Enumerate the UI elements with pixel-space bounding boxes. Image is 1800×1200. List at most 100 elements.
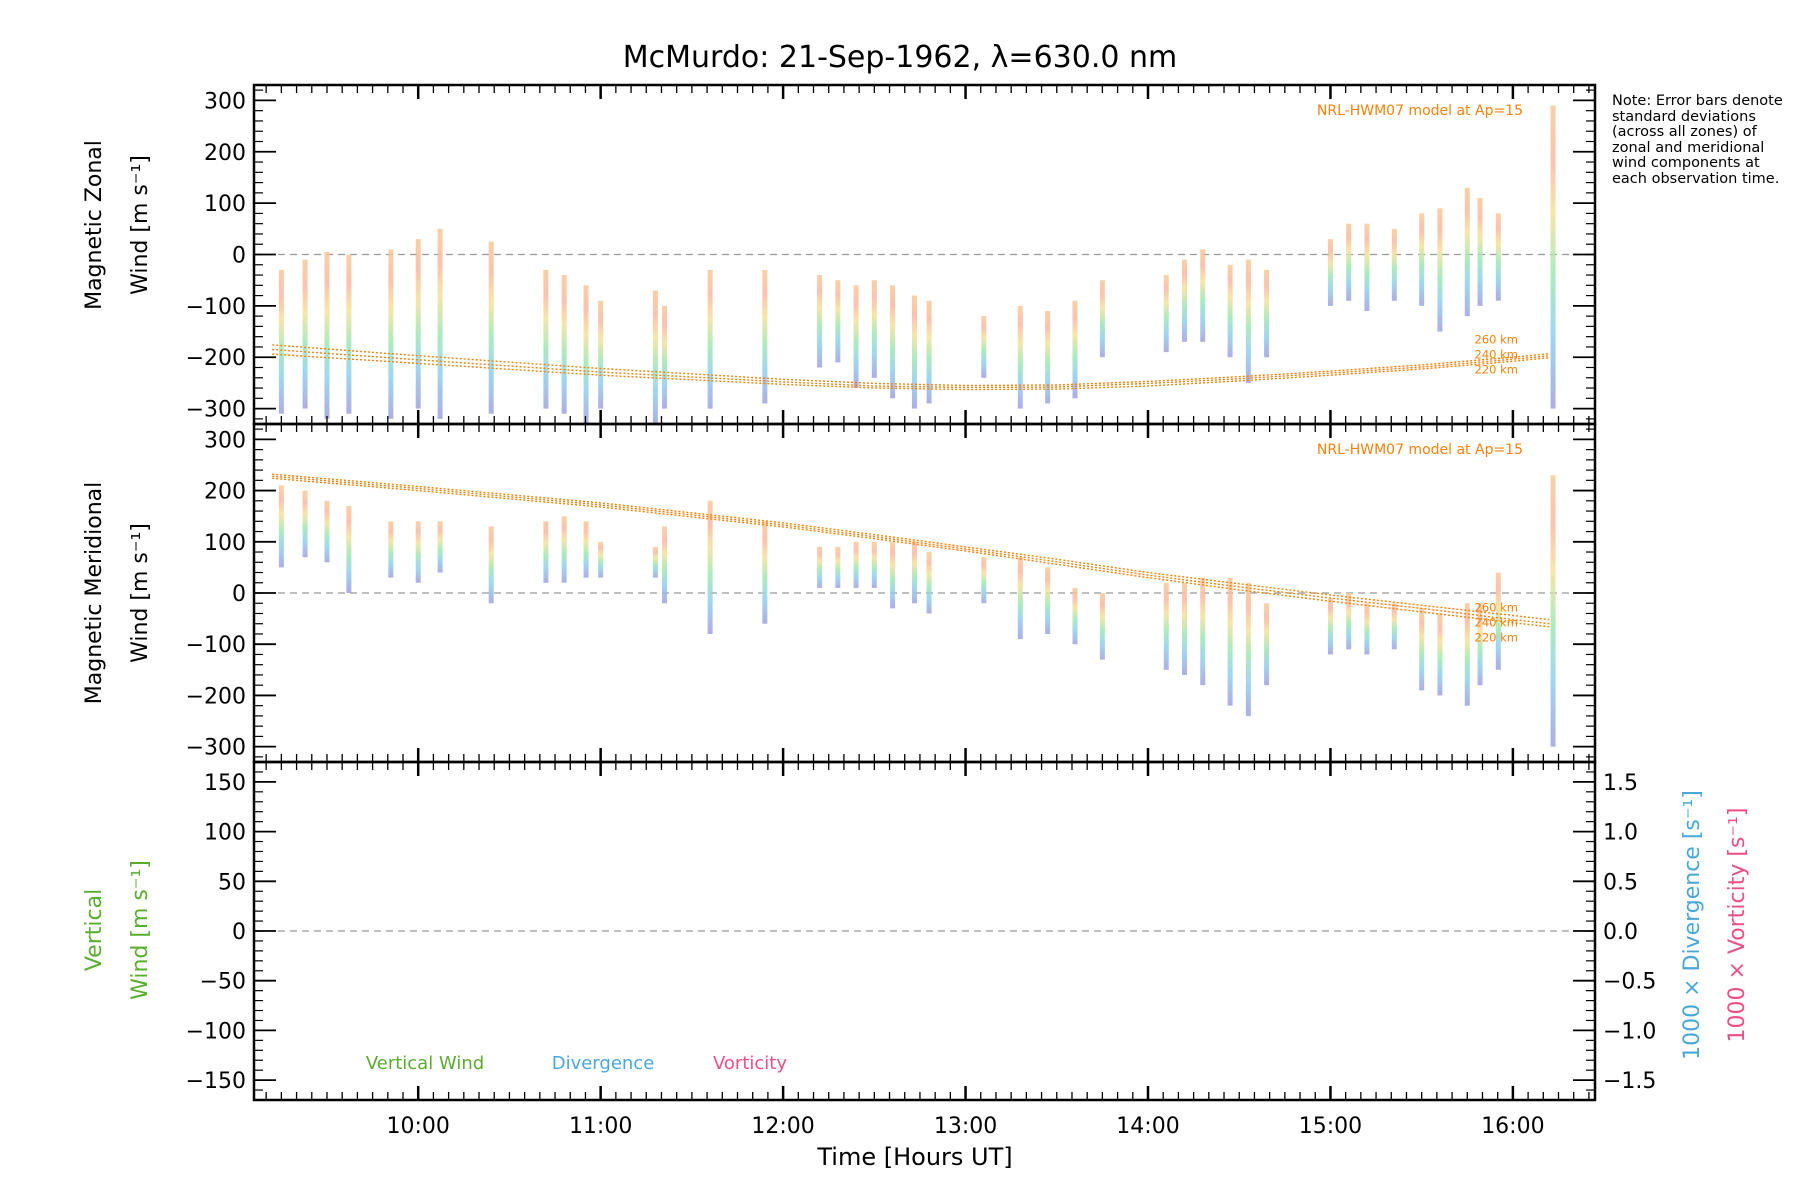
observation-column — [1464, 603, 1470, 706]
observation-column — [835, 546, 841, 588]
observation-column — [437, 521, 443, 573]
observation-column — [561, 275, 567, 414]
observation-column — [817, 275, 823, 368]
observation-column — [1099, 280, 1105, 358]
observation-column — [598, 300, 604, 409]
observation-column — [981, 316, 987, 378]
x-tick-label: 10:00 — [387, 1114, 450, 1139]
x-tick-label: 14:00 — [1116, 1114, 1179, 1139]
observation-column — [662, 526, 668, 604]
x-tick-label: 13:00 — [934, 1114, 997, 1139]
y-tick-label: 100 — [204, 821, 246, 846]
observation-column — [1464, 187, 1470, 317]
observation-column — [762, 521, 768, 624]
y2-tick-label: −1.5 — [1603, 1069, 1656, 1094]
model-curve — [272, 348, 1550, 389]
y2-tick-label: −1.0 — [1603, 1019, 1656, 1044]
vertical-ylabel-line1: Vertical — [82, 889, 107, 971]
model-curve-label: 260 km — [1475, 333, 1518, 347]
y2-tick-label: −0.5 — [1603, 970, 1656, 995]
vorticity-y2label: 1000 × Vorticity [s⁻¹] — [1725, 808, 1750, 1043]
observation-column — [1264, 603, 1270, 686]
observation-column — [652, 290, 658, 424]
y-tick-label: 300 — [204, 428, 246, 453]
y-tick-label: 150 — [204, 771, 246, 796]
observation-column — [583, 285, 589, 424]
observation-column — [388, 249, 394, 419]
observation-column — [762, 269, 768, 404]
y-tick-label: 0 — [232, 244, 246, 269]
model-curve — [272, 344, 1550, 387]
legend-divergence: Divergence — [552, 1053, 655, 1074]
observation-column — [1437, 613, 1443, 696]
y-tick-label: 100 — [204, 531, 246, 556]
observation-column — [1045, 311, 1051, 404]
observation-column — [1017, 557, 1023, 640]
observation-column — [1364, 603, 1370, 655]
meridional-ylabel-line1: Magnetic Meridional — [82, 482, 107, 704]
observation-column — [1391, 228, 1397, 301]
error-bar-note: Note: Error bars denote standard deviati… — [1612, 93, 1783, 187]
observation-column — [1200, 249, 1206, 342]
observation-column — [707, 269, 713, 409]
observation-column — [1419, 608, 1425, 691]
y-tick-label: 200 — [204, 480, 246, 505]
observation-column — [543, 269, 549, 409]
y2-tick-label: 0.5 — [1603, 870, 1638, 895]
observation-column — [488, 526, 494, 604]
observation-column — [1072, 300, 1078, 399]
observation-column — [1245, 259, 1251, 383]
observation-column — [817, 546, 823, 588]
model-curve-label: 240 km — [1475, 348, 1518, 362]
meridional-ylabel-line2: Wind [m s⁻¹] — [128, 523, 153, 663]
x-tick-label: 12:00 — [751, 1114, 814, 1139]
observation-column — [415, 239, 421, 409]
model-curve — [272, 473, 1550, 621]
x-tick-label: 16:00 — [1481, 1114, 1544, 1139]
observation-column — [1346, 593, 1352, 650]
y-tick-label: −300 — [186, 736, 246, 761]
observation-column — [1181, 582, 1187, 675]
observation-column — [1181, 259, 1187, 342]
observation-column — [346, 254, 352, 414]
zonal-ylabel-line2: Wind [m s⁻¹] — [128, 155, 153, 295]
y-tick-label: −50 — [200, 970, 246, 995]
observation-column — [1327, 239, 1333, 306]
model-curve — [272, 477, 1550, 628]
x-tick-label: 15:00 — [1299, 1114, 1362, 1139]
observation-column — [926, 300, 932, 404]
y-tick-label: 50 — [218, 870, 246, 895]
observation-column — [302, 259, 308, 409]
y-tick-label: −150 — [186, 1069, 246, 1094]
legend-vertical-wind: Vertical Wind — [366, 1053, 484, 1074]
observation-column — [835, 280, 841, 363]
panel-frame — [252, 422, 1597, 764]
observation-column — [1495, 213, 1501, 301]
observation-column — [1099, 593, 1105, 660]
y-tick-label: 300 — [204, 89, 246, 114]
observation-column — [346, 505, 352, 593]
observation-column — [1227, 264, 1233, 358]
observation-column — [853, 541, 859, 588]
observation-column — [1495, 572, 1501, 670]
observation-column — [278, 485, 284, 568]
observation-column — [1200, 577, 1206, 686]
observation-column — [302, 490, 308, 558]
divergence-y2label: 1000 × Divergence [s⁻¹] — [1680, 790, 1705, 1060]
observation-column — [911, 295, 917, 409]
observation-column — [1419, 213, 1425, 306]
observation-column — [890, 285, 896, 399]
observation-column — [1163, 275, 1169, 353]
observation-column — [598, 541, 604, 578]
observation-column — [1437, 208, 1443, 332]
y-tick-label: 0 — [232, 920, 246, 945]
observation-column — [926, 552, 932, 614]
y2-tick-label: 1.5 — [1603, 771, 1638, 796]
observation-column — [1227, 577, 1233, 706]
observation-column — [1391, 603, 1397, 650]
x-tick-label: 11:00 — [569, 1114, 632, 1139]
y-tick-label: −200 — [186, 684, 246, 709]
observation-column — [871, 280, 877, 378]
